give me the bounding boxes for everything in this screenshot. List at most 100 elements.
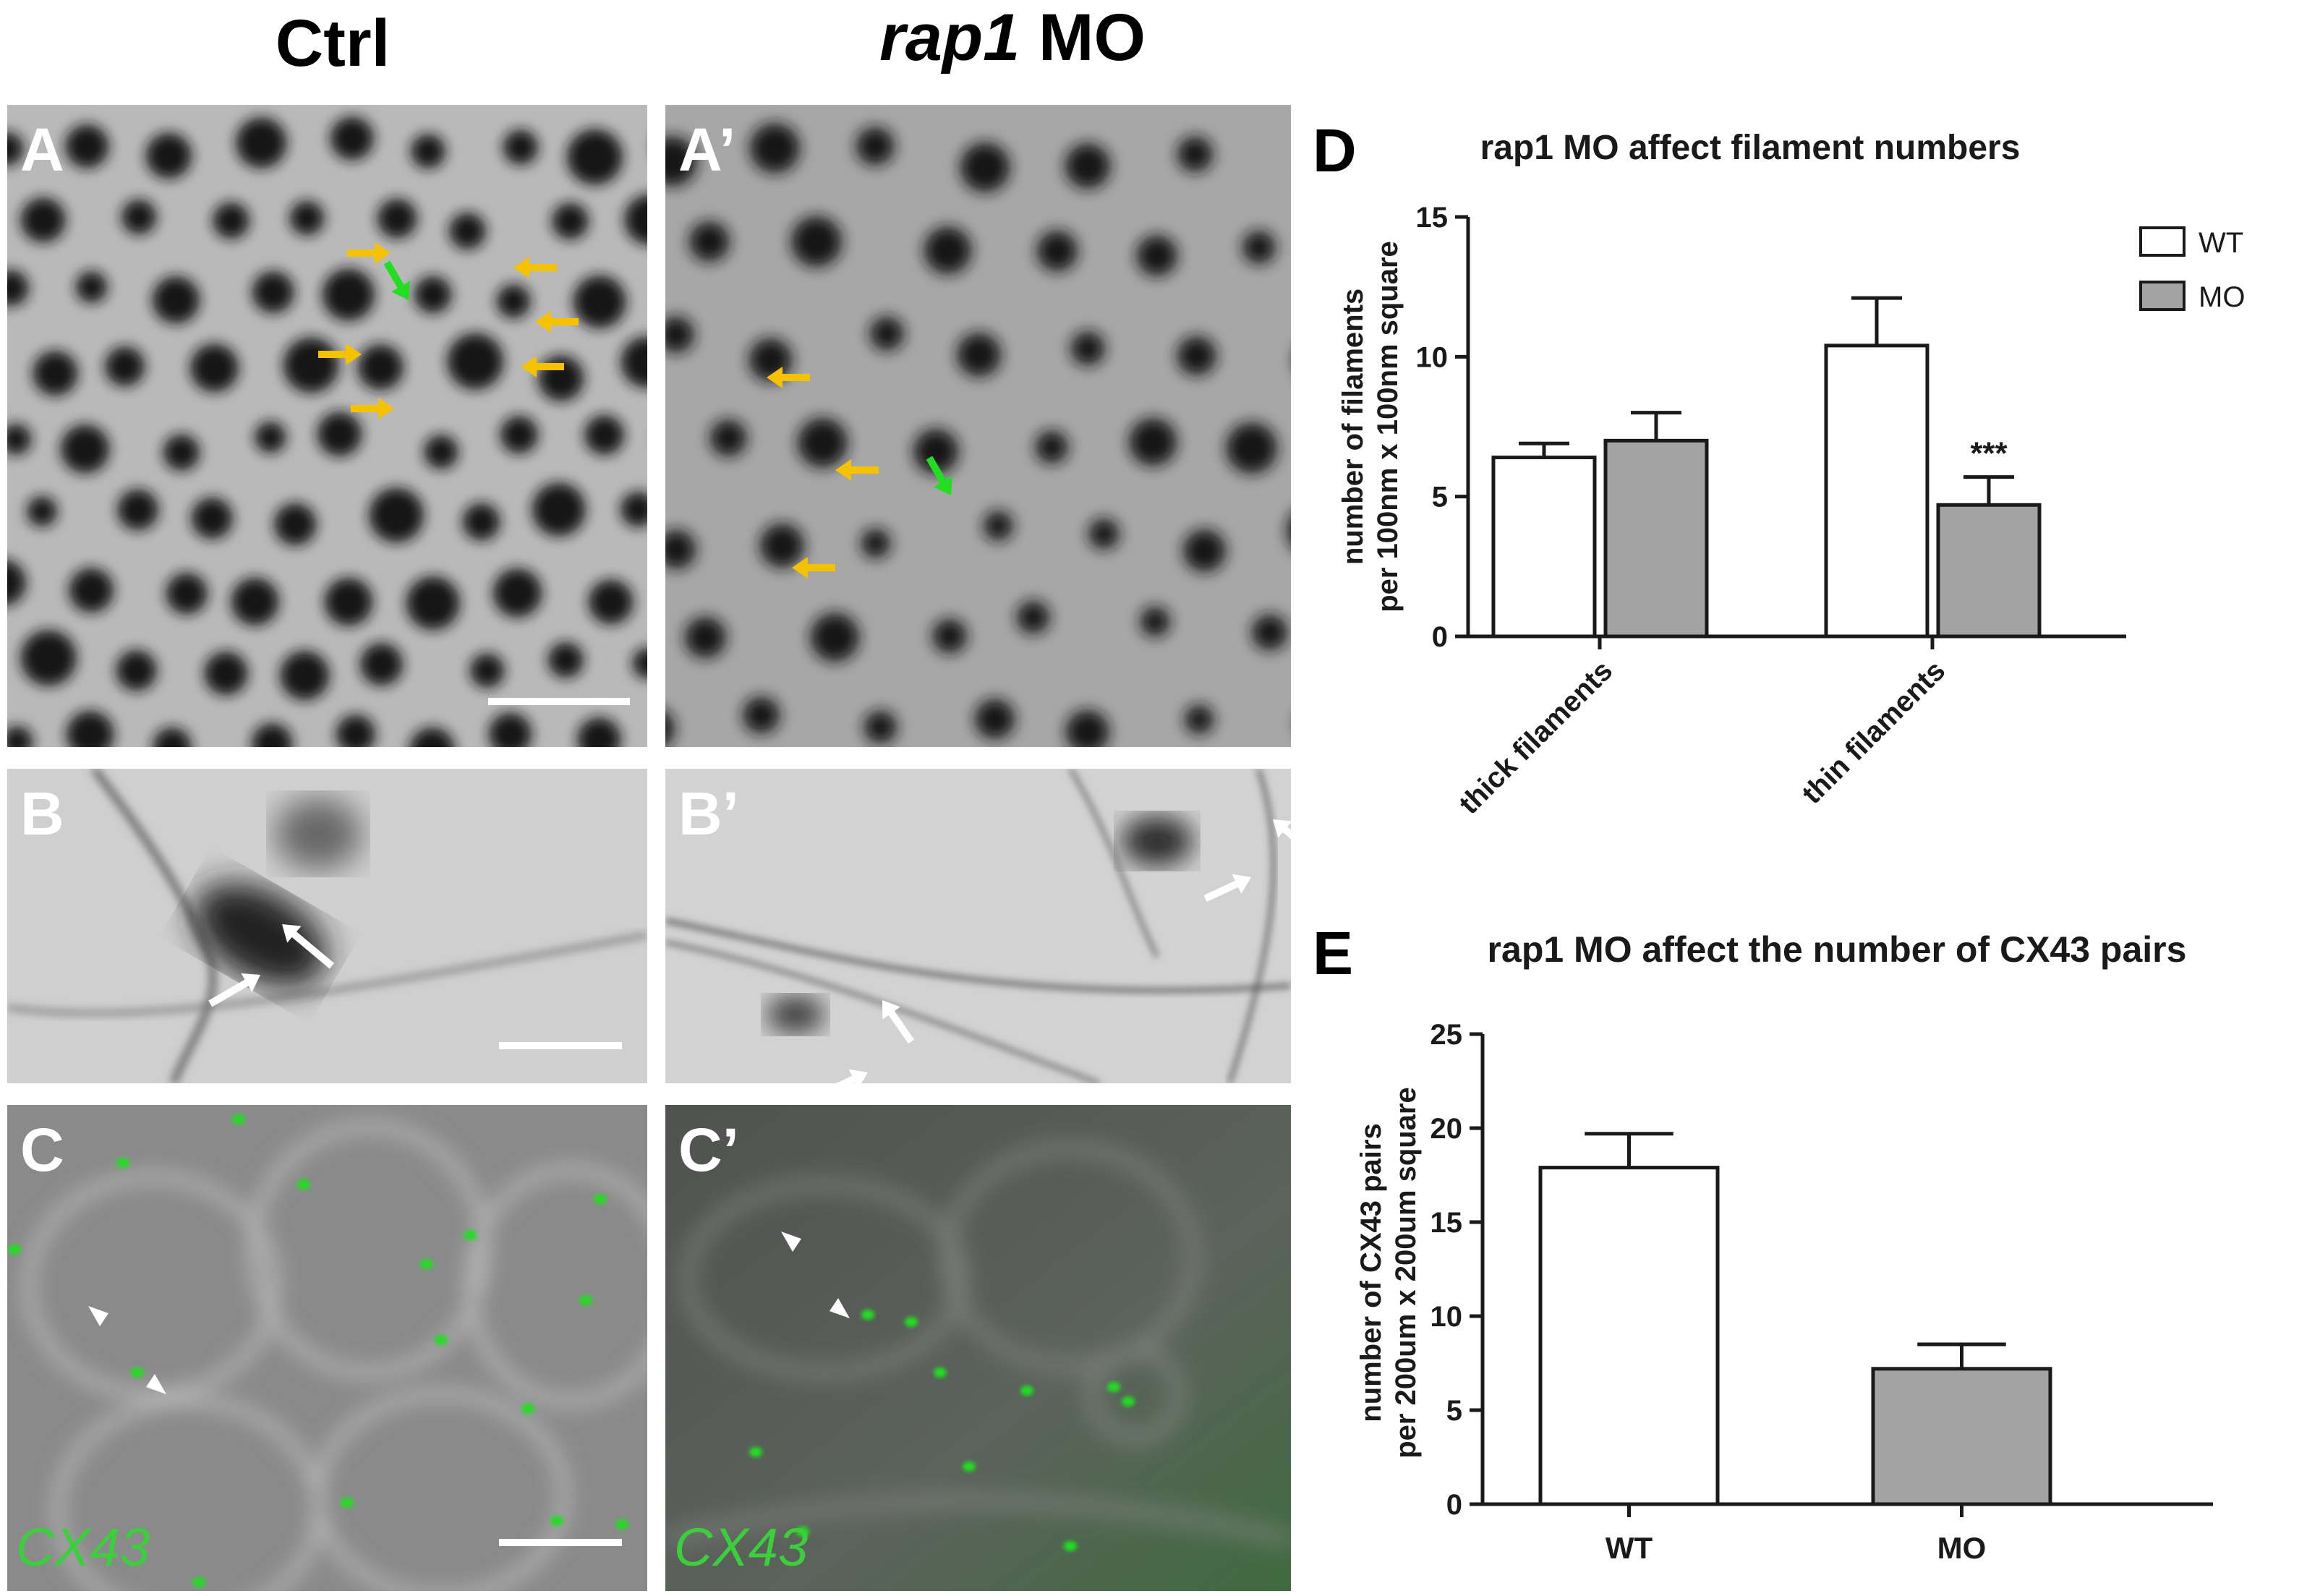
chart-title: rap1 MO affect the number of CX43 pairs xyxy=(1488,929,2187,970)
ctrl-heading: Ctrl xyxy=(275,7,391,80)
filament-dot xyxy=(360,643,403,686)
filament-dot xyxy=(252,271,294,313)
filament-dot xyxy=(357,344,404,391)
white-arrowhead xyxy=(781,1232,801,1252)
arrow-shaft xyxy=(886,1007,915,1044)
filament-dot xyxy=(462,503,500,541)
filament-dot xyxy=(1184,704,1214,735)
chart-d-filament-numbers: rap1 MO affect filament numbers 0 5 10 15 num… xyxy=(1337,129,2245,820)
filament-dot xyxy=(983,511,1014,541)
filament-dot xyxy=(621,492,647,527)
yellow-arrow xyxy=(792,557,835,579)
filament-dot xyxy=(7,270,29,307)
cx43-signal xyxy=(1107,1382,1120,1392)
cx43-signal xyxy=(579,1295,592,1305)
filament-dot xyxy=(759,524,805,568)
chart-e-cx43-pairs: rap1 MO affect the number of CX43 pairs 0… xyxy=(1355,929,2213,1565)
panel-label-b-prime: B’ xyxy=(678,780,739,848)
filament-dot xyxy=(424,435,459,469)
y-tick-label: 0 xyxy=(1446,1489,1462,1521)
white-arrow xyxy=(820,1069,868,1083)
arrow-head xyxy=(1232,874,1251,894)
x-tick-label-group: thick filaments xyxy=(1453,654,1619,820)
arrow-shaft xyxy=(803,564,835,571)
filament-dot xyxy=(204,652,248,696)
x-tick-label-group: thin filaments xyxy=(1796,654,1951,810)
panel-c-prime-cx43-mo: CX43 C’ xyxy=(665,1105,1291,1591)
arrow-head xyxy=(346,343,362,365)
filament-dot xyxy=(624,195,647,245)
filament-dot xyxy=(414,276,452,314)
y-axis-label-line1: number of filaments xyxy=(1337,289,1369,565)
bar-wt xyxy=(1491,456,1597,639)
cx43-signal xyxy=(861,1310,874,1320)
filament-dot xyxy=(684,617,726,659)
y-tick-label: 10 xyxy=(1430,1301,1463,1333)
filament-dot xyxy=(496,284,531,318)
filament-dot xyxy=(75,271,108,303)
filament-dot xyxy=(336,714,376,747)
legend-label-mo: MO xyxy=(2199,281,2245,313)
filament-dot xyxy=(974,699,1015,740)
filament-dot xyxy=(665,316,694,353)
filament-dot xyxy=(33,351,78,396)
arrow-head xyxy=(282,924,302,943)
y-tick-label: 5 xyxy=(1446,1395,1462,1427)
filament-dot xyxy=(322,268,375,321)
yellow-arrow xyxy=(351,398,394,419)
legend-swatch-wt xyxy=(2139,226,2186,257)
white-arrowhead xyxy=(88,1306,108,1326)
cx43-signal xyxy=(594,1194,607,1204)
arrow-shaft xyxy=(847,466,879,474)
fluorescence-image-c xyxy=(7,1105,647,1591)
filament-dot xyxy=(492,568,542,618)
filament-dot xyxy=(116,650,157,691)
panel-label-d: D xyxy=(1313,116,1357,184)
green-arrow xyxy=(926,456,952,495)
filament-dot xyxy=(1140,606,1171,637)
x-tick-label: thin filaments xyxy=(1796,654,1951,810)
legend-label-wt: WT xyxy=(2199,227,2243,259)
cx43-signal xyxy=(232,1114,245,1125)
filament-dot xyxy=(503,129,538,165)
filament-dot xyxy=(27,496,58,527)
bar-mo xyxy=(1936,503,2042,639)
yellow-arrow xyxy=(347,242,391,264)
panel-label-a: A xyxy=(20,116,64,184)
em-image-a-prime xyxy=(665,105,1291,747)
x-tick-label: MO xyxy=(1937,1531,1987,1565)
yellow-arrow xyxy=(513,257,557,278)
filament-dot xyxy=(1287,516,1291,545)
yellow-arrow xyxy=(521,356,564,377)
filament-dot xyxy=(924,226,972,274)
y-tick-label: 20 xyxy=(1430,1113,1463,1145)
bar-wt xyxy=(1824,343,1929,639)
white-arrow xyxy=(882,1000,915,1044)
column-header-rap1-mo: rap1 MO xyxy=(738,0,1287,76)
panel-a-em-cross-section-ctrl: A xyxy=(7,105,647,747)
filament-dot xyxy=(577,717,621,747)
filament-dot xyxy=(1242,231,1276,265)
filament-dot xyxy=(61,424,110,474)
filament-dot xyxy=(289,200,325,236)
filament-dot xyxy=(1035,430,1069,464)
cx43-signal xyxy=(341,1498,354,1508)
filament-dot xyxy=(861,528,891,558)
filament-dot xyxy=(573,275,626,328)
y-tick-label: 15 xyxy=(1430,1207,1463,1239)
filament-dot xyxy=(190,343,239,393)
filament-dot xyxy=(411,134,445,169)
filament-dot xyxy=(449,213,486,249)
cx43-signal xyxy=(963,1461,976,1472)
filament-dot xyxy=(252,723,293,747)
filament-dot xyxy=(632,647,647,679)
filament-dot xyxy=(1183,529,1226,572)
panel-label-a-prime: A’ xyxy=(678,116,736,184)
panel-a-prime-em-cross-section-mo: A’ xyxy=(665,105,1291,747)
y-axis-label-line2: per 200um x 200um square xyxy=(1390,1087,1422,1459)
panel-c-cx43-ctrl: CX43 C xyxy=(7,1105,647,1591)
filament-dot xyxy=(791,216,842,268)
cx43-signal xyxy=(464,1230,477,1240)
filament-dot xyxy=(117,489,158,531)
rap1-gene-name: rap1 xyxy=(879,1,1020,74)
